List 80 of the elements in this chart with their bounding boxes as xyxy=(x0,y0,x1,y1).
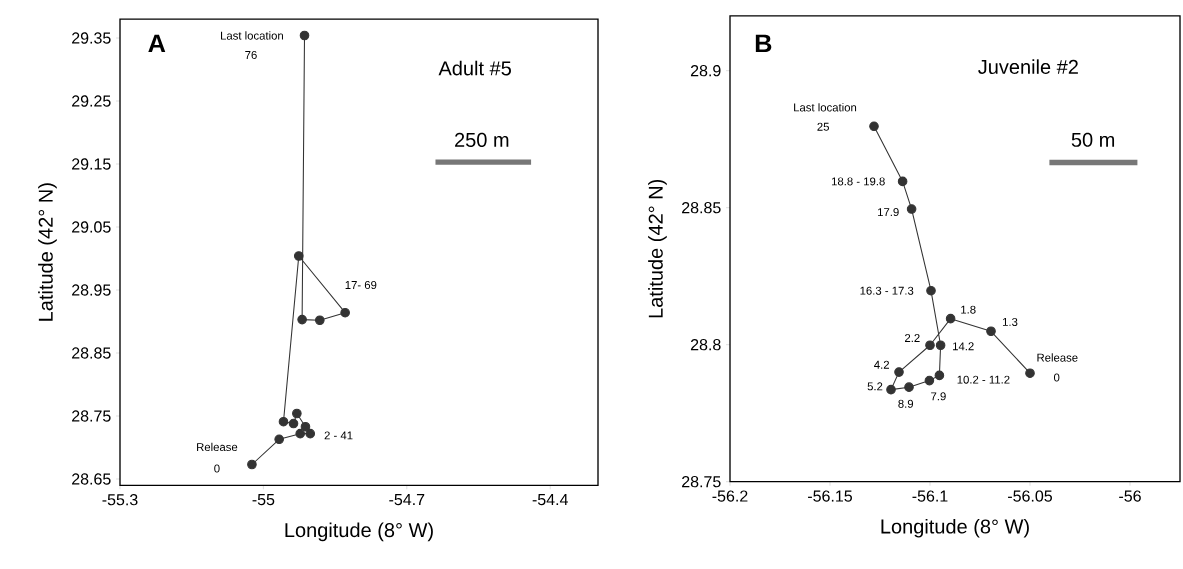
annotation: 25 xyxy=(817,122,829,131)
y-tick-label: 29.25 xyxy=(72,95,111,107)
annotation: 1.3 xyxy=(1002,317,1018,326)
point xyxy=(278,416,289,427)
point xyxy=(288,418,299,429)
point xyxy=(886,384,896,395)
annotation: Release xyxy=(1037,353,1078,362)
point xyxy=(924,375,935,386)
annotation: Release xyxy=(197,442,238,452)
annotation: Last location xyxy=(221,31,283,40)
point xyxy=(925,340,935,351)
annotation: 1.8 xyxy=(961,305,976,314)
annotation: 2.2 xyxy=(905,334,920,342)
y-axis-title: Latitude (42° N) xyxy=(648,179,667,318)
annotation: 18.8 - 19.8 xyxy=(831,177,885,186)
point xyxy=(297,314,307,325)
point xyxy=(299,30,310,41)
annotation: 17- 69 xyxy=(345,280,377,289)
annotation: 76 xyxy=(245,51,257,60)
annotation: Juvenile #2 xyxy=(978,59,1078,74)
y-tick-label: 29.35 xyxy=(72,32,111,44)
y-tick-label: 28.85 xyxy=(72,347,111,359)
y-tick-label: 28.75 xyxy=(682,476,721,488)
annotation: 5.2 xyxy=(867,382,883,391)
annotation: 16.3 - 17.3 xyxy=(860,286,914,295)
point xyxy=(315,315,325,326)
y-tick-label: 28.8 xyxy=(690,339,721,351)
x-tick-label: -54.7 xyxy=(389,494,425,506)
point xyxy=(945,313,956,324)
y-tick-label: 28.85 xyxy=(682,202,721,214)
annotation: Adult #5 xyxy=(438,60,511,76)
annotation: 4.2 xyxy=(874,360,889,369)
y-axis-title: Latitude (42° N) xyxy=(38,183,57,321)
y-tick-label: 28.95 xyxy=(72,284,111,296)
point xyxy=(295,428,306,439)
y-tick-label: 28.75 xyxy=(72,410,111,422)
point xyxy=(292,408,302,419)
point xyxy=(897,176,908,187)
annotation: 8.9 xyxy=(898,399,914,408)
point xyxy=(906,204,917,214)
y-tick-label: 28.9 xyxy=(690,65,721,77)
point xyxy=(894,367,904,377)
y-tick-label: 28.65 xyxy=(72,473,111,485)
annotation: 7.9 xyxy=(931,392,946,401)
annotation: 17.9 xyxy=(878,208,899,217)
annotation: A xyxy=(148,34,166,53)
point xyxy=(305,428,316,439)
point xyxy=(904,382,914,392)
annotation: 14.2 xyxy=(953,342,974,351)
x-axis-title: Longitude (8° W) xyxy=(285,522,433,542)
annotation: 0 xyxy=(214,464,220,473)
annotation: 50 m xyxy=(1071,132,1115,147)
y-tick-label: 29.15 xyxy=(72,158,111,170)
point xyxy=(1025,368,1035,378)
annotation: 2 - 41 xyxy=(324,431,353,440)
y-tick-label: 29.05 xyxy=(72,221,111,233)
annotation: 250 m xyxy=(455,132,509,147)
point xyxy=(340,307,350,318)
annotation: Last location xyxy=(794,103,857,112)
annotation: 10.2 - 11.2 xyxy=(957,375,1010,384)
x-tick-label: -55.3 xyxy=(102,494,138,506)
point xyxy=(293,251,304,261)
x-tick-label: -55 xyxy=(252,494,275,506)
point xyxy=(986,326,996,337)
x-tick-label: -56 xyxy=(1119,490,1141,502)
point xyxy=(926,285,936,296)
x-tick-label: -56.05 xyxy=(1008,490,1052,502)
x-axis-title: Longitude (8° W) xyxy=(881,518,1029,538)
point xyxy=(934,370,945,381)
point xyxy=(300,421,311,432)
point xyxy=(274,434,284,445)
x-tick-label: -56.15 xyxy=(808,490,852,502)
x-tick-label: -56.1 xyxy=(912,490,948,502)
point xyxy=(869,121,879,132)
point xyxy=(247,459,257,470)
point xyxy=(935,340,946,351)
x-tick-label: -56.2 xyxy=(712,490,748,502)
x-tick-label: -54.4 xyxy=(532,494,568,506)
annotation: 0 xyxy=(1053,373,1060,382)
annotation: B xyxy=(755,34,772,53)
